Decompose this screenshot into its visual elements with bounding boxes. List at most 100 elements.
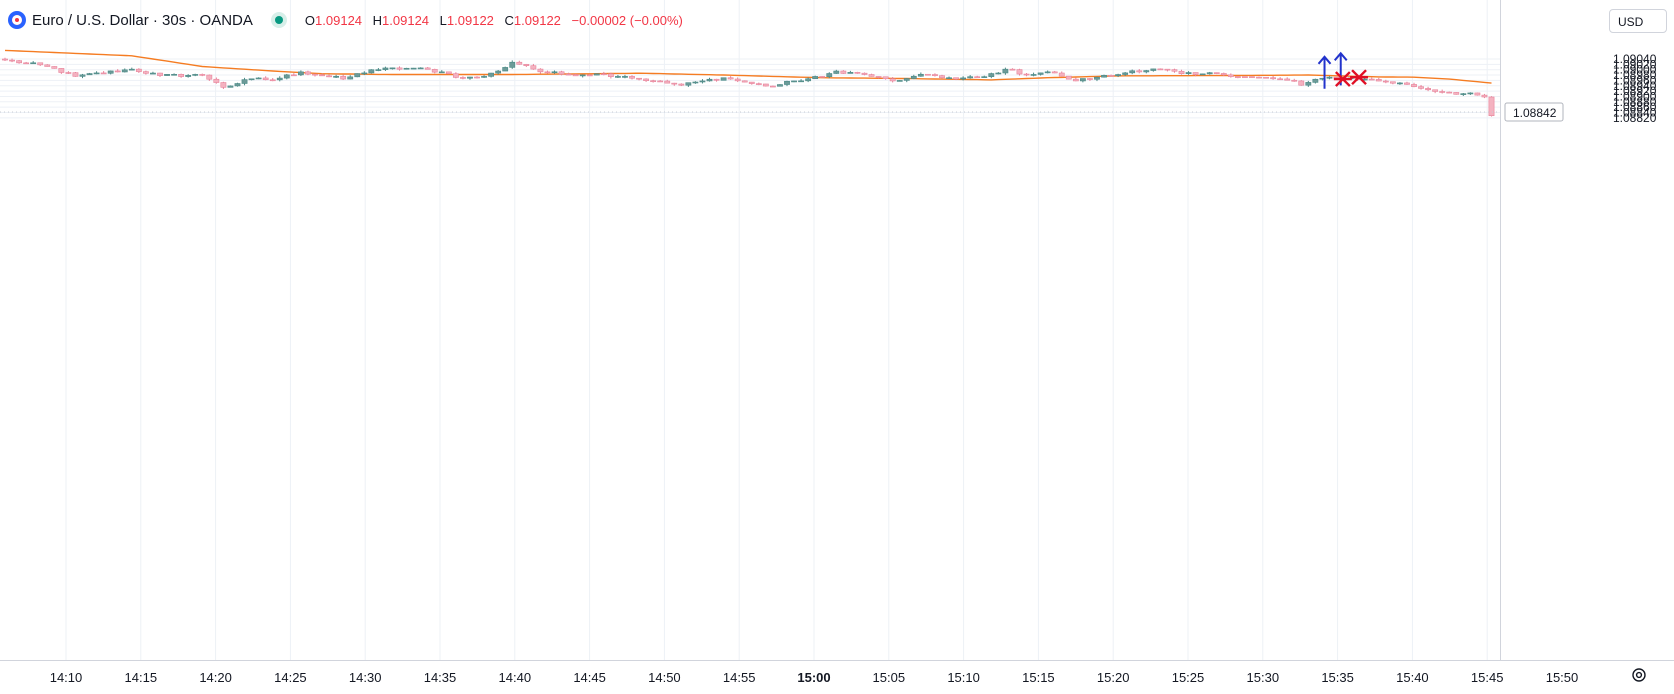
candle-body <box>981 76 988 78</box>
candle <box>1009 68 1016 71</box>
candle-body <box>770 85 776 88</box>
candle-body <box>791 80 797 83</box>
time-tick-label: 14:45 <box>573 670 606 685</box>
candle-body <box>164 74 170 76</box>
candle-body <box>713 78 720 81</box>
candle-body <box>157 72 163 76</box>
candle-body <box>255 77 262 80</box>
candle-body <box>389 67 396 70</box>
open-label: O <box>304 12 316 28</box>
candle <box>290 73 297 77</box>
candle <box>896 80 903 82</box>
candle <box>558 70 565 76</box>
candle <box>882 76 889 80</box>
candle <box>1474 92 1481 96</box>
candle-body <box>1220 73 1227 76</box>
price-tick-label: 1.08880 <box>1613 95 1657 109</box>
candle <box>1227 73 1234 78</box>
candle-body <box>629 76 635 79</box>
candle-body <box>495 70 502 74</box>
last-price-label: 1.08842 <box>1513 106 1557 120</box>
candle-body <box>875 76 882 78</box>
sell-cross-icon <box>1333 71 1352 87</box>
candle-body <box>135 68 142 72</box>
candle-body <box>1185 72 1192 75</box>
high-value: 1.09124 <box>382 12 430 28</box>
candle-body <box>1002 68 1009 74</box>
candle-body <box>671 82 678 85</box>
currency-button[interactable]: USD <box>1609 9 1667 33</box>
candle <box>37 62 44 66</box>
candle-body <box>967 76 974 79</box>
candle <box>615 74 621 78</box>
candle-body <box>1277 78 1284 81</box>
gear-icon[interactable] <box>1630 666 1648 684</box>
candle <box>805 77 812 83</box>
candle-body <box>678 83 685 86</box>
candle-body <box>333 76 340 78</box>
candle <box>903 78 910 83</box>
candle-body <box>530 65 537 70</box>
candle <box>995 72 1002 75</box>
time-tick-label: 15:00 <box>797 670 830 685</box>
open-value: 1.09124 <box>315 12 363 28</box>
candle <box>375 68 382 72</box>
candle <box>1488 96 1495 117</box>
candle-body <box>727 77 734 80</box>
candle <box>1030 72 1037 77</box>
candle <box>452 72 459 79</box>
candle <box>1206 71 1213 75</box>
candle <box>1425 86 1431 92</box>
candle-body <box>847 72 854 74</box>
candle <box>1312 78 1319 84</box>
candle <box>1439 89 1446 94</box>
candle-body <box>114 70 121 73</box>
candle <box>1432 89 1439 94</box>
close-value: 1.09122 <box>513 12 561 28</box>
candle-body <box>1108 75 1114 77</box>
time-tick-label: 15:25 <box>1172 670 1205 685</box>
candle <box>748 81 755 85</box>
candle <box>1467 92 1474 95</box>
candle-body <box>1150 68 1157 71</box>
candle <box>1298 80 1305 86</box>
candle <box>326 74 332 78</box>
candle-body <box>1199 73 1206 76</box>
candle-body <box>805 78 812 82</box>
candle <box>819 76 826 78</box>
candle-body <box>2 58 8 61</box>
close-label: C <box>504 12 514 28</box>
time-tick-label: 15:15 <box>1022 670 1055 685</box>
candle-body <box>382 67 389 70</box>
tradingview-logo-icon[interactable] <box>8 11 26 29</box>
time-tick-label: 15:50 <box>1546 670 1579 685</box>
candle <box>1178 69 1185 75</box>
candle <box>924 73 931 76</box>
candle <box>44 64 51 67</box>
candle <box>1277 77 1284 81</box>
price-tick-label: 1.08920 <box>1613 84 1657 98</box>
symbol-title[interactable]: Euro / U.S. Dollar · 30s · OANDA <box>32 11 253 29</box>
candle <box>248 78 255 81</box>
candle-body <box>882 76 889 80</box>
time-tick-label: 14:30 <box>349 670 382 685</box>
candle <box>333 74 340 79</box>
candle-body <box>1488 96 1495 117</box>
candle-body <box>290 74 297 77</box>
candle <box>1101 74 1107 78</box>
candle-body <box>178 74 185 77</box>
candle <box>283 73 290 80</box>
candle-body <box>396 67 403 70</box>
low-value: 1.09122 <box>446 12 494 28</box>
candle-body <box>1256 76 1262 79</box>
candle <box>1418 84 1424 90</box>
candle-body <box>1164 68 1171 71</box>
candle <box>960 76 967 81</box>
candle <box>1249 76 1255 78</box>
candle-body <box>1136 70 1143 73</box>
candle-body <box>171 74 177 76</box>
candle-body <box>988 73 995 77</box>
candle-body <box>424 67 431 70</box>
time-tick-label: 15:45 <box>1471 670 1504 685</box>
